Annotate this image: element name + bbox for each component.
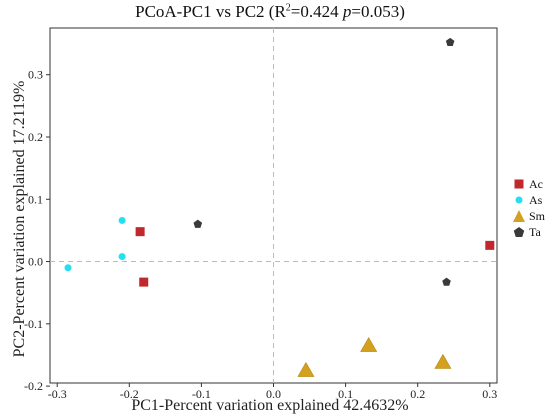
data-point-ac xyxy=(139,277,149,287)
data-point-sm xyxy=(360,337,378,352)
data-point-ta xyxy=(442,277,451,286)
legend-item-sm: Sm xyxy=(512,208,545,224)
x-tick-label: -0.3 xyxy=(48,387,67,401)
legend-marker-pentagon-icon xyxy=(513,227,525,237)
legend-item-as: As xyxy=(512,192,545,208)
data-point-as xyxy=(118,253,126,261)
y-tick-label: -0.1 xyxy=(24,317,43,331)
y-tick-label: 0.3 xyxy=(28,68,43,82)
legend-marker-triangle-icon xyxy=(513,210,525,222)
x-tick-label: 0.0 xyxy=(266,387,281,401)
data-point-sm xyxy=(434,353,452,369)
data-point-as xyxy=(118,216,126,224)
y-tick-label: -0.2 xyxy=(24,379,43,393)
chart-title: PCoA-PC1 vs PC2 (R2=0.424 p=0.053) xyxy=(135,2,405,21)
legend-item-ac: Ac xyxy=(512,176,545,192)
legend-item-ta: Ta xyxy=(512,224,545,240)
data-point-as xyxy=(64,264,72,272)
y-tick-label: 0.0 xyxy=(28,255,43,269)
y-tick-label: 0.1 xyxy=(28,192,43,206)
data-point-ta xyxy=(445,37,455,46)
legend-label: Ac xyxy=(529,176,543,191)
data-point-ac xyxy=(485,240,495,250)
x-tick-label: 0.2 xyxy=(410,387,425,401)
legend-label: Sm xyxy=(529,208,546,223)
x-tick-label: -0.2 xyxy=(120,387,139,401)
data-point-ac xyxy=(135,227,145,237)
legend-marker-square-icon xyxy=(514,179,524,189)
legend-label: As xyxy=(529,192,543,207)
y-tick-label: 0.2 xyxy=(28,130,43,144)
legend-marker-circle-icon xyxy=(515,196,523,204)
y-axis-label: PC2-Percent variation explained 17.2119% xyxy=(11,80,28,358)
x-axis-label: PC1-Percent variation explained 42.4632% xyxy=(131,397,409,414)
x-tick-label: 0.1 xyxy=(338,387,353,401)
x-tick-label: -0.1 xyxy=(192,387,211,401)
legend: Ac As Sm Ta xyxy=(512,176,545,240)
x-tick-label: 0.3 xyxy=(482,387,497,401)
data-point-sm xyxy=(297,361,315,377)
legend-label: Ta xyxy=(529,224,541,239)
data-point-ta xyxy=(193,219,203,228)
